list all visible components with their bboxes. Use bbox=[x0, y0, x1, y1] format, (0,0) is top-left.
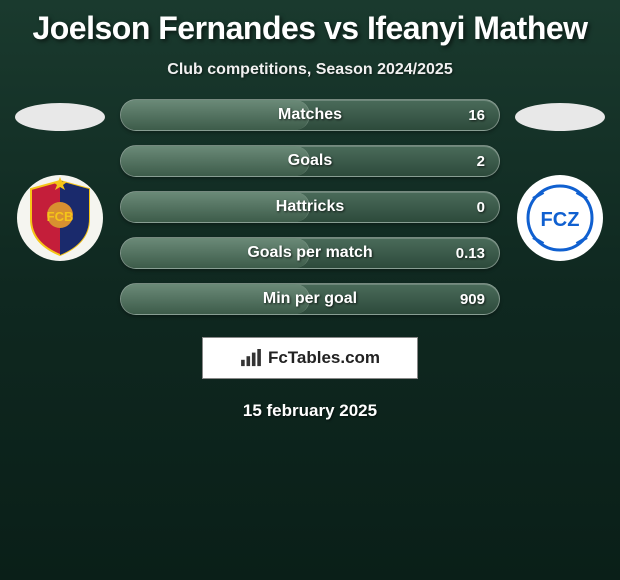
stat-bar: Min per goal 909 bbox=[120, 283, 500, 315]
club-badge-left: FCB bbox=[17, 175, 103, 261]
comparison-card: Joelson Fernandes vs Ifeanyi Mathew Club… bbox=[0, 0, 620, 421]
stat-label: Min per goal bbox=[263, 290, 357, 308]
bar-chart-icon bbox=[240, 349, 262, 367]
svg-text:FCZ: FCZ bbox=[541, 209, 580, 231]
stat-value-right: 909 bbox=[460, 291, 485, 308]
stat-fill bbox=[121, 146, 310, 176]
right-player-column: FCZ bbox=[510, 99, 610, 261]
brand-text: FcTables.com bbox=[268, 348, 380, 368]
svg-text:FCB: FCB bbox=[47, 209, 74, 224]
page-title: Joelson Fernandes vs Ifeanyi Mathew bbox=[0, 10, 620, 47]
club-badge-right: FCZ bbox=[517, 175, 603, 261]
stat-label: Goals per match bbox=[247, 244, 372, 262]
stats-column: Matches 16 Goals 2 Hattricks 0 Goals per match… bbox=[110, 99, 510, 329]
stat-bar: Hattricks 0 bbox=[120, 191, 500, 223]
stat-label: Matches bbox=[278, 106, 342, 124]
stat-label: Hattricks bbox=[276, 198, 344, 216]
date-label: 15 february 2025 bbox=[0, 401, 620, 421]
club-crest-left-icon: FCB bbox=[17, 175, 103, 261]
player-left-avatar bbox=[15, 103, 105, 131]
stat-value-right: 2 bbox=[477, 153, 485, 170]
subtitle: Club competitions, Season 2024/2025 bbox=[0, 61, 620, 79]
stat-bar: Goals per match 0.13 bbox=[120, 237, 500, 269]
left-player-column: FCB bbox=[10, 99, 110, 261]
brand-attribution[interactable]: FcTables.com bbox=[202, 337, 418, 379]
main-row: FCB Matches 16 Goals 2 Hattricks 0 Goals per m… bbox=[0, 99, 620, 329]
stat-bar: Goals 2 bbox=[120, 145, 500, 177]
stat-bar: Matches 16 bbox=[120, 99, 500, 131]
stat-value-right: 0 bbox=[477, 199, 485, 216]
stat-label: Goals bbox=[288, 152, 332, 170]
stat-value-right: 0.13 bbox=[456, 245, 485, 262]
club-crest-right-icon: FCZ bbox=[517, 175, 603, 261]
stat-value-right: 16 bbox=[468, 107, 485, 124]
player-right-avatar bbox=[515, 103, 605, 131]
